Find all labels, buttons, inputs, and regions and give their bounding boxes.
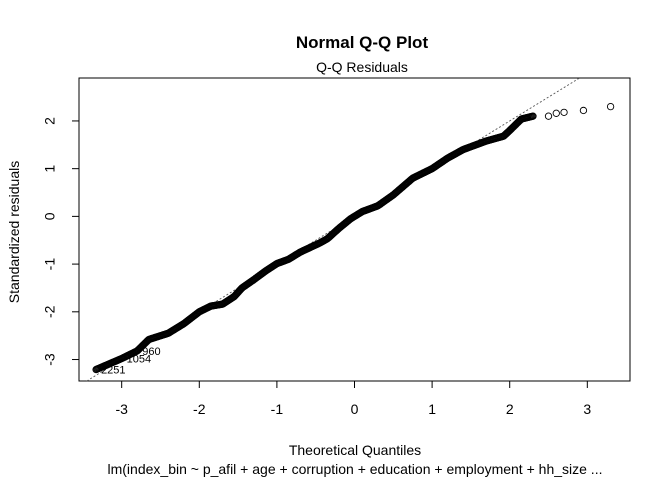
y-tick-label: 2 bbox=[42, 117, 58, 125]
x-axis-label: Theoretical Quantiles bbox=[289, 442, 421, 458]
x-axis: -3 -2 -1 0 1 2 3 bbox=[115, 380, 591, 417]
qq-point bbox=[552, 109, 560, 117]
points-layer bbox=[92, 102, 615, 374]
x-tick-label: 3 bbox=[583, 401, 591, 417]
qq-point bbox=[544, 112, 553, 120]
qq-point bbox=[560, 108, 568, 117]
outlier-label: 1054 bbox=[127, 354, 151, 366]
chart-subtitle: Q-Q Residuals bbox=[316, 59, 408, 75]
x-tick-label: 1 bbox=[428, 401, 436, 417]
y-tick-label: -1 bbox=[42, 258, 58, 271]
y-axis: -3 -2 -1 0 1 2 bbox=[42, 117, 80, 366]
y-tick-label: 1 bbox=[42, 165, 58, 173]
x-tick-label: -3 bbox=[115, 401, 128, 417]
x-tick-label: 0 bbox=[351, 401, 359, 417]
x-tick-label: -1 bbox=[271, 401, 284, 417]
outlier-label: 960 bbox=[142, 346, 160, 358]
chart-caption: lm(index_bin ~ p_afil + age + corruption… bbox=[108, 461, 603, 477]
chart-title: Normal Q-Q Plot bbox=[296, 33, 429, 52]
qq-point bbox=[579, 106, 588, 115]
x-tick-label: -2 bbox=[193, 401, 206, 417]
x-tick-label: 2 bbox=[506, 401, 514, 417]
outlier-label: 2251 bbox=[101, 365, 125, 377]
y-axis-label: Standardized residuals bbox=[6, 161, 22, 303]
y-tick-label: -3 bbox=[42, 353, 58, 366]
qq-point bbox=[606, 102, 615, 111]
y-tick-label: 0 bbox=[42, 212, 58, 220]
y-tick-label: -2 bbox=[42, 305, 58, 318]
qq-point bbox=[529, 112, 537, 120]
